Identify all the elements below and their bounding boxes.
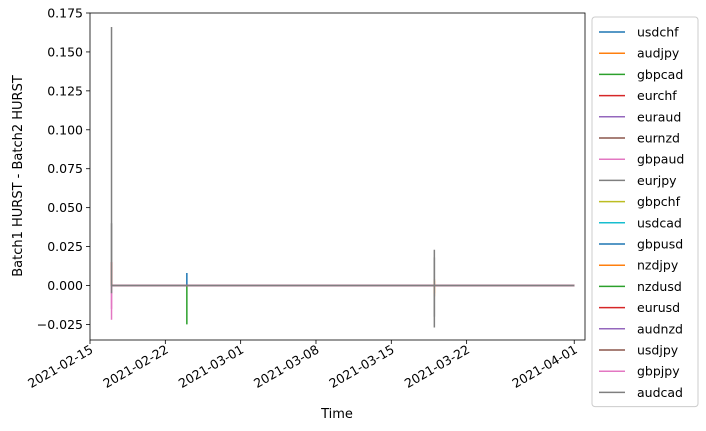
y-axis: −0.025 0.000 0.025 0.050 0.075 0.100 0.125 0.15… [37, 6, 90, 332]
series-line-audcad [110, 27, 575, 328]
legend: usdchf audjpy gbpcad eurchf euraud eurnzd gbpa… [591, 16, 699, 408]
legend-label: eurchf [637, 88, 677, 103]
legend-label: audnzd [637, 321, 683, 336]
legend-label: gbpjpy [637, 364, 680, 379]
legend-label: eurusd [637, 300, 680, 315]
y-tick-label: 0.000 [47, 278, 83, 293]
x-tick-label: 2021-03-15 [326, 342, 396, 391]
x-tick-label: 2021-02-15 [25, 342, 95, 391]
y-tick-label: 0.100 [47, 122, 83, 137]
y-tick-label: 0.050 [47, 200, 83, 215]
y-tick-label: 0.025 [47, 239, 83, 254]
x-axis: 2021-02-15 2021-02-22 2021-03-01 2021-03-08… [25, 340, 580, 391]
legend-label: euraud [637, 109, 681, 124]
y-tick-label: 0.075 [47, 161, 83, 176]
y-tick-label: −0.025 [37, 317, 83, 332]
legend-label: usdcad [637, 215, 682, 230]
x-tick-label: 2021-04-01 [509, 342, 579, 391]
x-axis-label: Time [320, 407, 353, 422]
legend-label: usdjpy [637, 343, 679, 358]
legend-label: nzdjpy [637, 258, 679, 273]
legend-label: audcad [637, 385, 683, 400]
x-tick-label: 2021-02-22 [100, 342, 170, 391]
legend-label: gbpaud [637, 152, 684, 167]
y-tick-label: 0.125 [47, 83, 83, 98]
series-layer [110, 27, 575, 328]
legend-label: usdchf [637, 25, 679, 40]
y-tick-label: 0.150 [47, 44, 83, 59]
legend-label: eurnzd [637, 131, 680, 146]
y-tick-label: 0.175 [47, 6, 83, 21]
legend-label: nzdusd [637, 279, 682, 294]
x-tick-label: 2021-03-22 [402, 342, 472, 391]
legend-label: gbpcad [637, 67, 683, 82]
legend-label: eurjpy [637, 173, 677, 188]
legend-label: gbpchf [637, 194, 681, 209]
plot-area [90, 13, 585, 340]
plot-frame [89, 12, 586, 341]
x-tick-label: 2021-03-01 [176, 342, 246, 391]
legend-box [591, 16, 699, 408]
legend-label: audjpy [637, 46, 680, 61]
x-tick-label: 2021-03-08 [251, 342, 321, 391]
y-axis-label: Batch1 HURST - Batch2 HURST [11, 75, 26, 277]
legend-label: gbpusd [637, 237, 683, 252]
